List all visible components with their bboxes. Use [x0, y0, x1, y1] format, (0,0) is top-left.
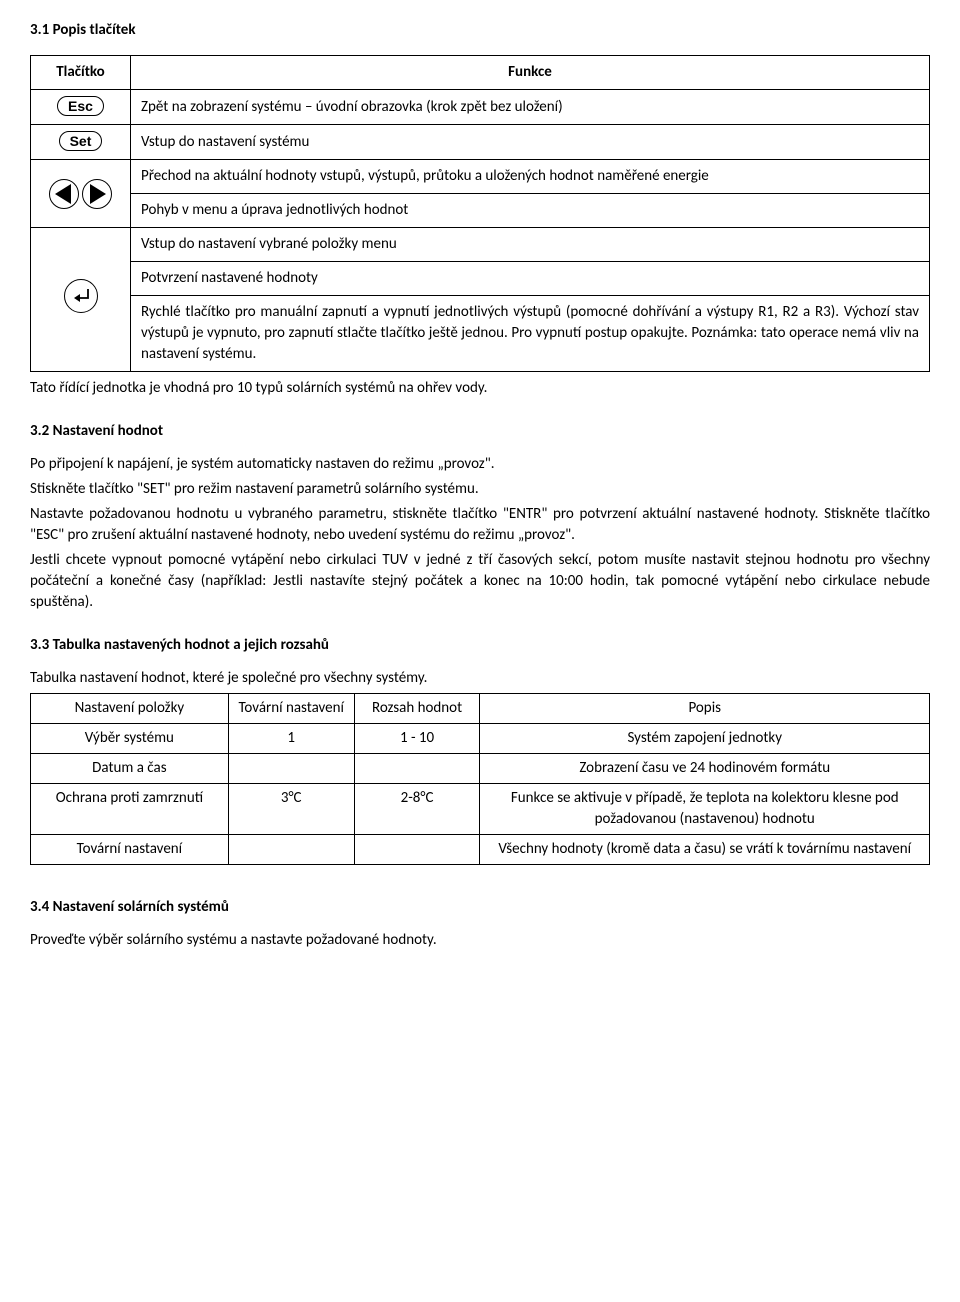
col-range: Rozsah hodnot [354, 694, 480, 724]
button-description-table: Tlačítko Funkce Esc Zpět na zobrazení sy… [30, 55, 930, 372]
th-button: Tlačítko [31, 56, 131, 90]
row-text: Potvrzení nastavené hodnoty [131, 262, 930, 296]
cell-factory [228, 754, 354, 784]
set-icon: Set [59, 131, 103, 151]
cell-factory [228, 835, 354, 865]
cell-factory: 1 [228, 724, 354, 754]
heading-3-1: 3.1 Popis tlačítek [30, 20, 930, 41]
heading-3-4: 3.4 Nastavení solárních systémů [30, 897, 930, 918]
s32-p4: Jestli chcete vypnout pomocné vytápění n… [30, 550, 930, 613]
cell-desc: Všechny hodnoty (kromě data a času) se v… [480, 835, 930, 865]
s32-p1: Po připojení k napájení, je systém autom… [30, 454, 930, 475]
row-text: Vstup do nastavení systému [131, 125, 930, 160]
settings-table: Nastavení položky Tovární nastavení Rozs… [30, 693, 930, 865]
s32-p2: Stiskněte tlačítko "SET" pro režim nasta… [30, 479, 930, 500]
table-row: Přechod na aktuální hodnoty vstupů, výst… [31, 160, 930, 194]
table-row: Esc Zpět na zobrazení systému – úvodní o… [31, 90, 930, 125]
row-text: Rychlé tlačítko pro manuální zapnutí a v… [131, 296, 930, 372]
cell-range: 1 - 10 [354, 724, 480, 754]
cell-factory: 3°C [228, 784, 354, 835]
enter-icon [64, 279, 98, 313]
arrow-left-icon [49, 179, 79, 209]
row-text: Vstup do nastavení vybrané položky menu [131, 228, 930, 262]
table-row: Rychlé tlačítko pro manuální zapnutí a v… [31, 296, 930, 372]
cell-name: Tovární nastavení [31, 835, 229, 865]
row-text: Přechod na aktuální hodnoty vstupů, výst… [131, 160, 930, 194]
cell-name: Výběr systému [31, 724, 229, 754]
table-row: Datum a čas Zobrazení času ve 24 hodinov… [31, 754, 930, 784]
table-row: Potvrzení nastavené hodnoty [31, 262, 930, 296]
col-desc: Popis [480, 694, 930, 724]
row-text: Zpět na zobrazení systému – úvodní obraz… [131, 90, 930, 125]
row-text: Pohyb v menu a úprava jednotlivých hodno… [131, 194, 930, 228]
table-row: Set Vstup do nastavení systému [31, 125, 930, 160]
s34-p1: Proveďte výběr solárního systému a nasta… [30, 930, 930, 951]
table-row: Ochrana proti zamrznutí 3°C 2-8°C Funkce… [31, 784, 930, 835]
table-row: Výběr systému 1 1 - 10 Systém zapojení j… [31, 724, 930, 754]
heading-3-2: 3.2 Nastavení hodnot [30, 421, 930, 442]
th-function: Funkce [131, 56, 930, 90]
table-row: Tovární nastavení Všechny hodnoty (kromě… [31, 835, 930, 865]
cell-name: Ochrana proti zamrznutí [31, 784, 229, 835]
cell-desc: Zobrazení času ve 24 hodinovém formátu [480, 754, 930, 784]
heading-3-3: 3.3 Tabulka nastavených hodnot a jejich … [30, 635, 930, 656]
cell-range [354, 754, 480, 784]
section31-after: Tato řídící jednotka je vhodná pro 10 ty… [30, 378, 930, 399]
cell-desc: Funkce se aktivuje v případě, že teplota… [480, 784, 930, 835]
cell-range [354, 835, 480, 865]
table-row: Vstup do nastavení vybrané položky menu [31, 228, 930, 262]
cell-desc: Systém zapojení jednotky [480, 724, 930, 754]
table-header-row: Nastavení položky Tovární nastavení Rozs… [31, 694, 930, 724]
s33-intro: Tabulka nastavení hodnot, které je spole… [30, 668, 930, 689]
cell-name: Datum a čas [31, 754, 229, 784]
esc-icon: Esc [57, 96, 104, 116]
col-name: Nastavení položky [31, 694, 229, 724]
cell-range: 2-8°C [354, 784, 480, 835]
table-row: Pohyb v menu a úprava jednotlivých hodno… [31, 194, 930, 228]
arrow-right-icon [82, 179, 112, 209]
col-factory: Tovární nastavení [228, 694, 354, 724]
s32-p3: Nastavte požadovanou hodnotu u vybraného… [30, 504, 930, 546]
